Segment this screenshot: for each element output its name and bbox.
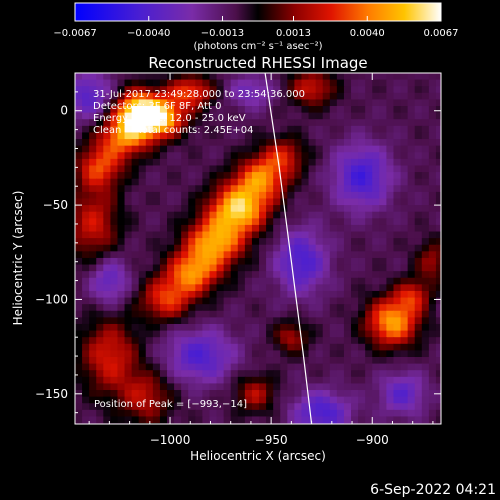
peak-position-label: Position of Peak = [−993,−14] xyxy=(94,399,247,410)
colorbar-tick-label: −0.0040 xyxy=(127,28,170,39)
y-tick-label: −150 xyxy=(35,387,68,401)
footer-date: 6-Sep-2022 04:21 xyxy=(370,482,496,498)
y-axis-label: Heliocentric Y (arcsec) xyxy=(11,191,25,326)
colorbar-tick-label: −0.0013 xyxy=(201,28,244,39)
x-tick-label: −1000 xyxy=(150,433,191,447)
colorbar-tick-label: 0.0067 xyxy=(424,28,459,39)
colorbar-ticks: −0.0067 −0.0040 −0.0013 0.0013 0.0040 0.0067 xyxy=(53,16,459,39)
annotation-block: 31-Jul-2017 23:49:28.000 to 23:54:36.000… xyxy=(93,89,305,136)
colorbar-tick-label: −0.0067 xyxy=(53,28,96,39)
y-tick-label: −50 xyxy=(43,198,68,212)
colorbar-tick-label: 0.0040 xyxy=(350,28,385,39)
x-tick-label: −900 xyxy=(356,433,389,447)
annotation-clean-counts: Clean Total counts: 2.45E+04 xyxy=(93,125,253,136)
colorbar-unit-label: (photons cm⁻² s⁻¹ asec⁻²) xyxy=(193,41,322,52)
annotation-time-range: 31-Jul-2017 23:49:28.000 to 23:54:36.000 xyxy=(93,89,305,100)
colorbar: −0.0067 −0.0040 −0.0013 0.0013 0.0040 0.0067 … xyxy=(53,2,459,52)
y-tick-label: −100 xyxy=(35,292,68,306)
limb-curve xyxy=(264,73,313,424)
colorbar-strip xyxy=(74,2,442,22)
colorbar-tick-label: 0.0013 xyxy=(276,28,311,39)
y-tick-label: 0 xyxy=(60,104,68,118)
heatmap xyxy=(75,73,441,424)
x-axis-label: Heliocentric X (arcsec) xyxy=(190,449,326,463)
plot-frame xyxy=(74,72,442,425)
axis-ticks: −1000 −950 −900 0 −50 −100 −150 xyxy=(35,73,441,447)
x-tick-label: −950 xyxy=(255,433,288,447)
annotation-detectors: Detectors: 3F 6F 8F, Att 0 xyxy=(93,101,221,112)
chart-title: Reconstructed RHESSI Image xyxy=(148,54,367,72)
annotation-energy-range: Energy Range: 12.0 - 25.0 keV xyxy=(93,113,246,124)
